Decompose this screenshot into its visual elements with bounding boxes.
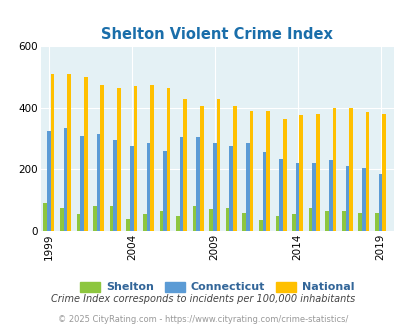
Bar: [262, 152, 266, 231]
Bar: [166, 88, 170, 231]
Bar: [47, 131, 51, 231]
Bar: [109, 206, 113, 231]
Bar: [311, 163, 315, 231]
Bar: [232, 106, 236, 231]
Bar: [315, 114, 319, 231]
Bar: [345, 166, 348, 231]
Bar: [43, 203, 47, 231]
Bar: [183, 99, 187, 231]
Bar: [299, 115, 303, 231]
Bar: [60, 208, 64, 231]
Bar: [295, 163, 299, 231]
Bar: [216, 99, 220, 231]
Bar: [93, 206, 96, 231]
Bar: [279, 159, 282, 231]
Bar: [266, 111, 269, 231]
Bar: [100, 85, 104, 231]
Bar: [159, 211, 163, 231]
Bar: [249, 111, 253, 231]
Bar: [242, 213, 245, 231]
Bar: [96, 134, 100, 231]
Bar: [150, 85, 153, 231]
Bar: [113, 140, 117, 231]
Bar: [179, 137, 183, 231]
Bar: [358, 213, 361, 231]
Bar: [67, 74, 71, 231]
Bar: [225, 208, 229, 231]
Bar: [229, 146, 232, 231]
Bar: [382, 114, 385, 231]
Bar: [361, 168, 365, 231]
Bar: [146, 143, 150, 231]
Bar: [196, 137, 200, 231]
Bar: [324, 211, 328, 231]
Bar: [84, 77, 87, 231]
Bar: [365, 113, 369, 231]
Bar: [163, 151, 166, 231]
Text: Crime Index corresponds to incidents per 100,000 inhabitants: Crime Index corresponds to incidents per…: [51, 294, 354, 304]
Text: © 2025 CityRating.com - https://www.cityrating.com/crime-statistics/: © 2025 CityRating.com - https://www.city…: [58, 315, 347, 324]
Title: Shelton Violent Crime Index: Shelton Violent Crime Index: [101, 27, 333, 42]
Bar: [308, 208, 311, 231]
Bar: [212, 143, 216, 231]
Bar: [51, 74, 54, 231]
Bar: [133, 86, 137, 231]
Bar: [200, 106, 203, 231]
Bar: [258, 220, 262, 231]
Bar: [282, 118, 286, 231]
Bar: [328, 160, 332, 231]
Bar: [192, 206, 196, 231]
Bar: [341, 211, 345, 231]
Bar: [348, 108, 352, 231]
Bar: [130, 146, 133, 231]
Bar: [292, 214, 295, 231]
Bar: [77, 214, 80, 231]
Bar: [143, 214, 146, 231]
Bar: [126, 219, 130, 231]
Bar: [378, 174, 382, 231]
Bar: [117, 88, 120, 231]
Bar: [332, 108, 335, 231]
Legend: Shelton, Connecticut, National: Shelton, Connecticut, National: [76, 277, 358, 297]
Bar: [80, 136, 84, 231]
Bar: [374, 213, 378, 231]
Bar: [176, 215, 179, 231]
Bar: [209, 210, 212, 231]
Bar: [64, 128, 67, 231]
Bar: [275, 215, 279, 231]
Bar: [245, 143, 249, 231]
